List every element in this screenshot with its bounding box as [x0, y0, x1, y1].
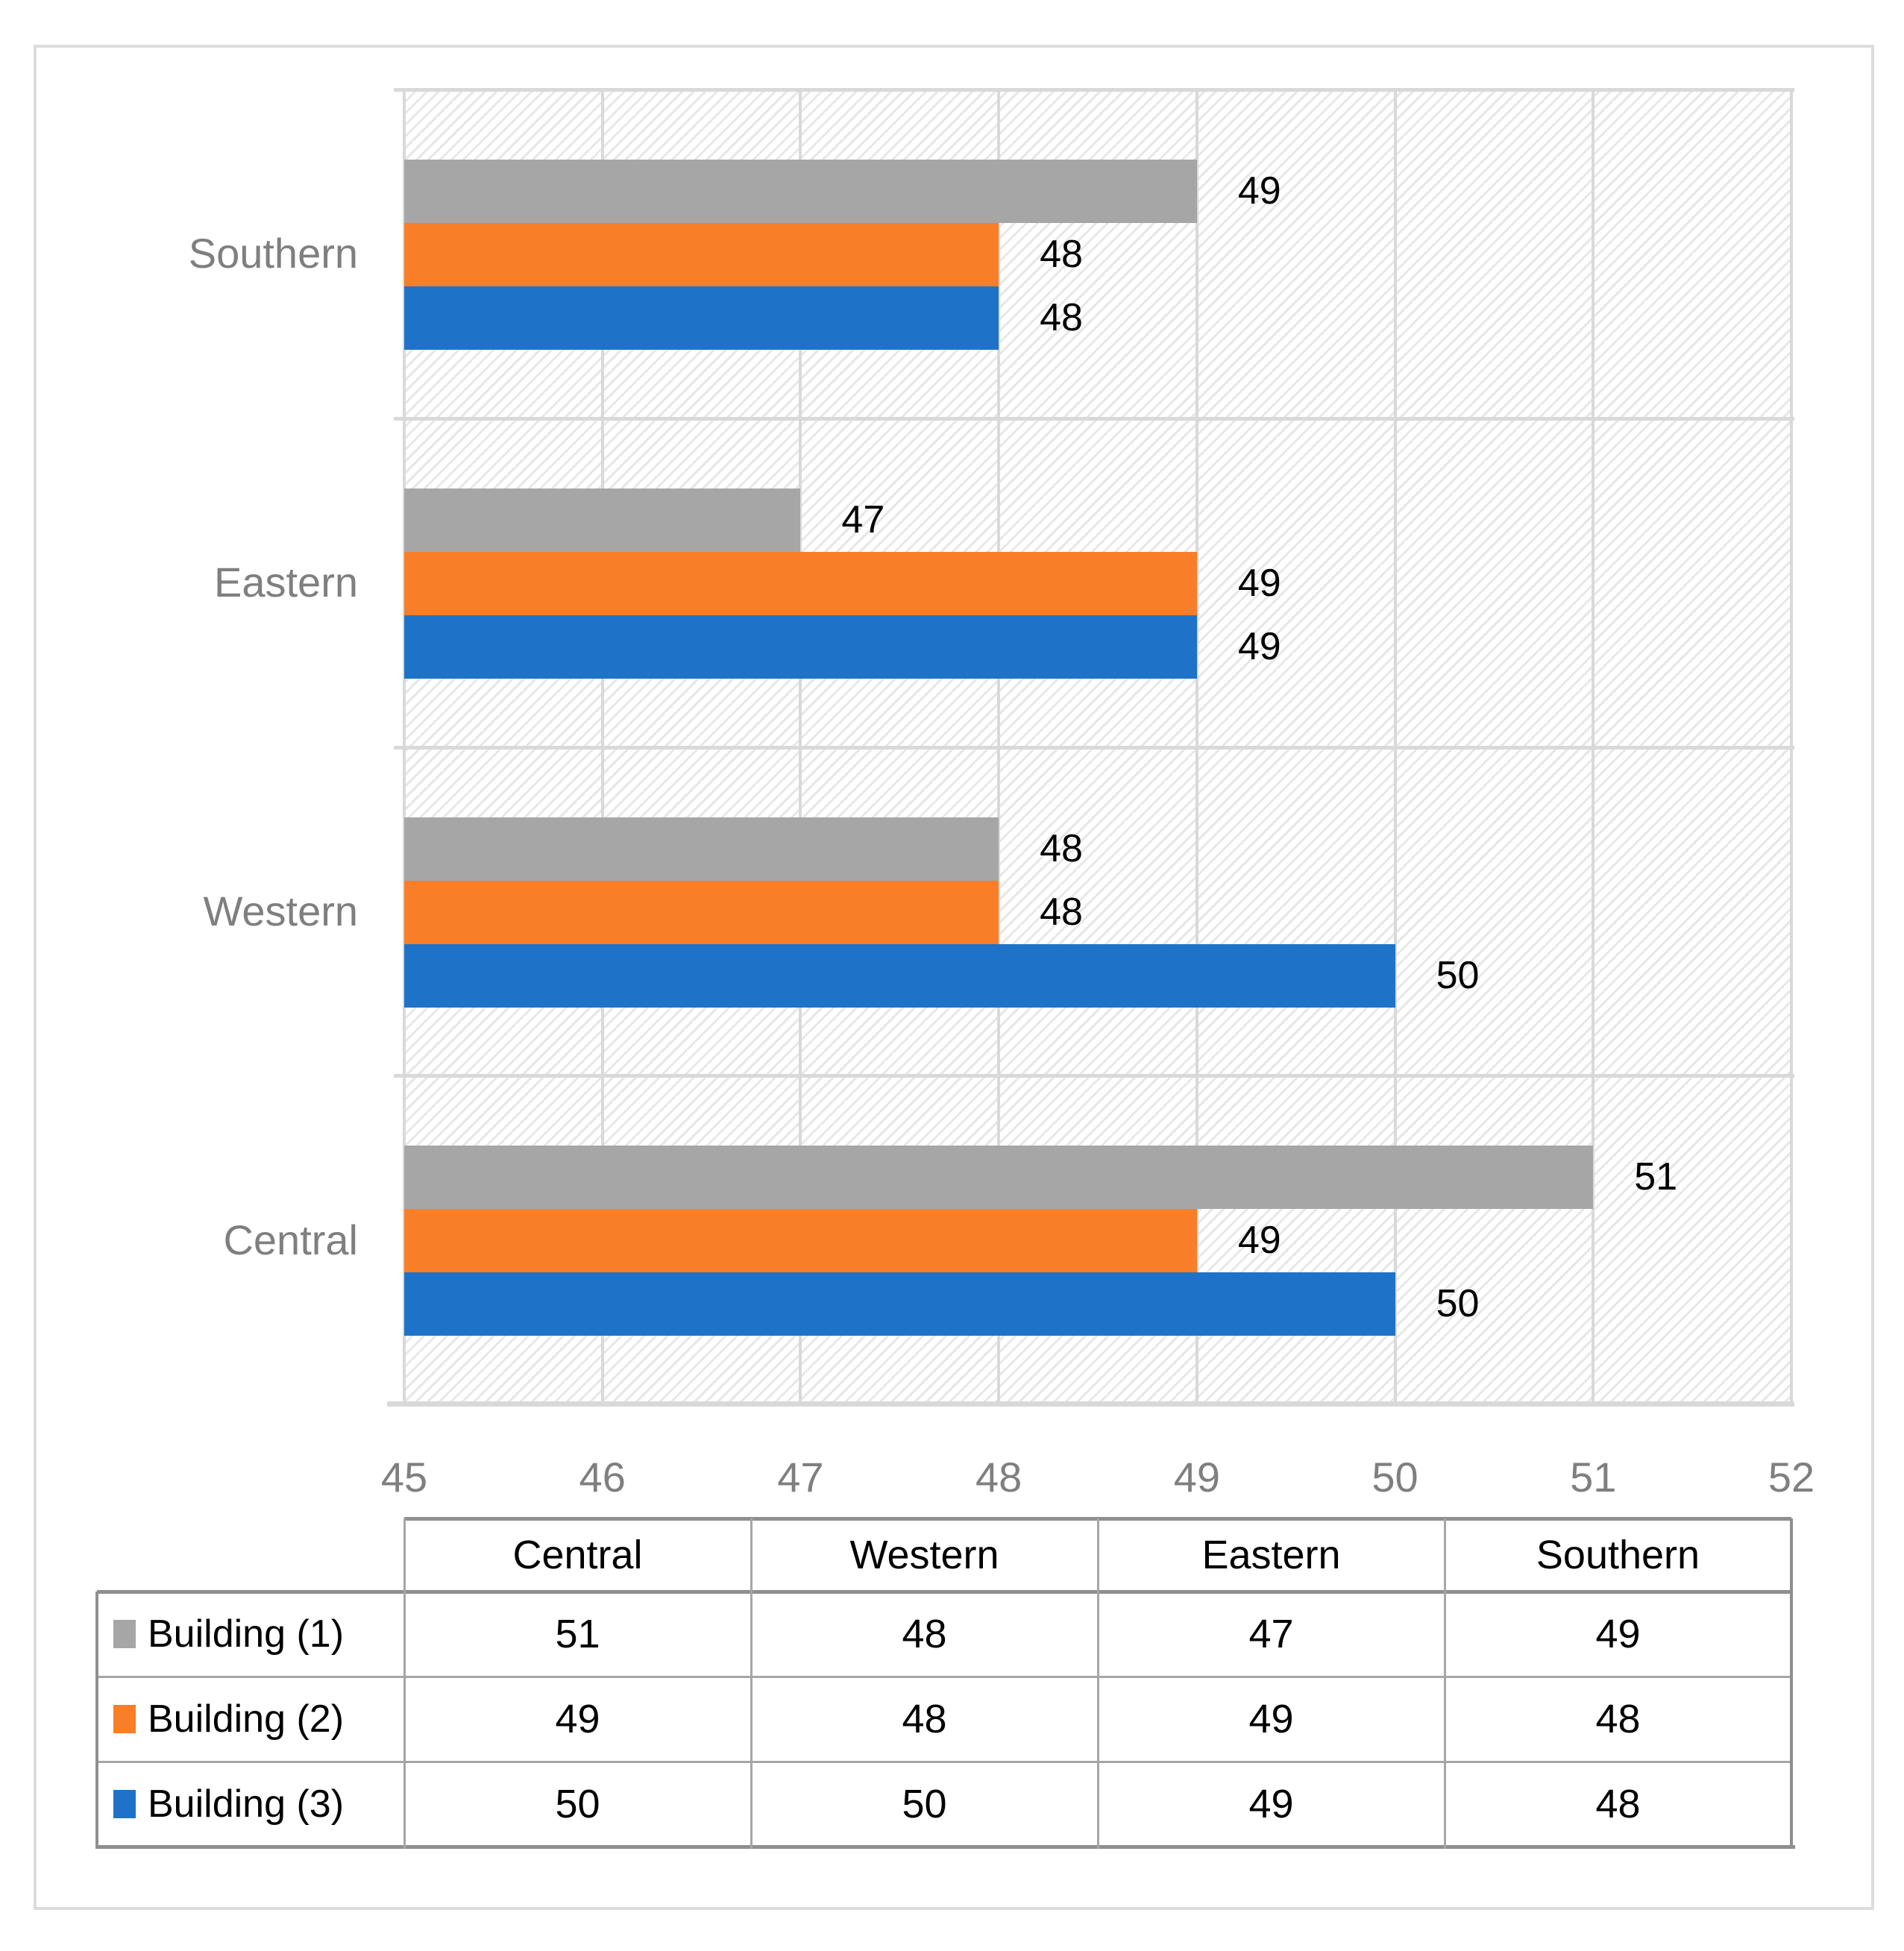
x-tick-label: 51: [1570, 1454, 1617, 1501]
bar-value-label: 49: [1237, 169, 1281, 213]
x-tick-label: 48: [975, 1454, 1022, 1501]
band-separator-line: [394, 88, 1794, 92]
bar-series-1: [404, 1146, 1594, 1210]
table-value-cell: 48: [902, 1697, 947, 1741]
bar-series-1: [404, 817, 999, 881]
band-separator-line: [394, 416, 1794, 421]
x-tick-label: 52: [1768, 1454, 1815, 1501]
x-axis-line: [387, 1401, 1794, 1407]
table-value-cell: 49: [555, 1697, 600, 1741]
x-tick-label: 46: [579, 1454, 626, 1501]
band-separator-line: [394, 745, 1794, 750]
category-label: Southern: [188, 230, 358, 277]
figure-border: [34, 45, 1874, 1910]
table-vertical-line: [750, 1518, 753, 1849]
table-horizontal-line: [97, 1589, 1791, 1594]
table-value-cell: 50: [902, 1782, 947, 1826]
table-vertical-line: [1790, 1518, 1793, 1849]
bar-series-3: [404, 943, 1395, 1008]
category-label: Central: [223, 1216, 358, 1263]
table-value-cell: 51: [555, 1612, 600, 1656]
table-vertical-line: [95, 1592, 98, 1849]
table-header-cell: Southern: [1536, 1533, 1700, 1577]
bar-series-2: [404, 223, 999, 286]
bar-series-2: [404, 1209, 1197, 1273]
legend-label: Building (2): [148, 1697, 345, 1741]
legend-cell: Building (1): [97, 1592, 404, 1677]
table-value-cell: 47: [1248, 1612, 1294, 1656]
bar-value-label: 48: [1040, 296, 1083, 339]
x-tick-label: 47: [777, 1454, 824, 1501]
x-tick-label: 49: [1173, 1454, 1220, 1501]
legend-cell: Building (2): [97, 1677, 404, 1762]
bar-value-label: 49: [1237, 624, 1281, 668]
bar-value-label: 49: [1237, 1219, 1281, 1263]
bar-value-label: 50: [1436, 1282, 1480, 1326]
table-value-cell: 50: [555, 1782, 600, 1826]
table-horizontal-line: [97, 1760, 1791, 1763]
bar-value-label: 51: [1634, 1155, 1678, 1199]
bar-value-label: 49: [1237, 561, 1281, 605]
bar-value-label: 50: [1436, 953, 1480, 997]
bar-series-2: [404, 880, 999, 944]
x-tick-label: 50: [1372, 1454, 1418, 1501]
band-separator-line: [394, 1074, 1794, 1078]
bar-series-2: [404, 551, 1197, 615]
table-value-cell: 49: [1248, 1782, 1294, 1826]
legend-cell: Building (3): [97, 1762, 404, 1847]
category-label: Eastern: [214, 559, 358, 606]
bar-series-3: [404, 1272, 1395, 1336]
table-header-cell: Central: [512, 1533, 643, 1577]
bar-value-label: 47: [841, 497, 885, 541]
bar-value-label: 48: [1040, 826, 1083, 870]
table-vertical-line: [1096, 1518, 1099, 1849]
legend-label: Building (3): [148, 1782, 345, 1826]
category-label: Western: [203, 887, 358, 934]
bar-series-1: [404, 160, 1197, 223]
bar-series-3: [404, 615, 1197, 679]
legend-swatch-series-2: [113, 1705, 136, 1733]
bar-value-label: 48: [1040, 890, 1083, 934]
table-value-cell: 48: [902, 1612, 947, 1656]
table-value-cell: 48: [1595, 1782, 1641, 1826]
table-vertical-line: [403, 1518, 406, 1849]
table-value-cell: 48: [1595, 1697, 1641, 1741]
bar-series-3: [404, 286, 999, 350]
table-header-cell: Eastern: [1201, 1533, 1341, 1577]
bar-series-1: [404, 488, 801, 552]
legend-label: Building (1): [148, 1612, 345, 1656]
table-value-cell: 49: [1248, 1697, 1294, 1741]
table-value-cell: 49: [1595, 1612, 1641, 1656]
bar-value-label: 48: [1040, 233, 1083, 276]
table-header-cell: Western: [849, 1533, 999, 1577]
table-horizontal-line: [97, 1675, 1791, 1678]
legend-swatch-series-3: [113, 1790, 136, 1818]
x-tick-label: 45: [380, 1454, 428, 1501]
table-vertical-line: [1443, 1518, 1446, 1849]
table-horizontal-line: [97, 1844, 1795, 1849]
legend-swatch-series-1: [113, 1620, 136, 1648]
